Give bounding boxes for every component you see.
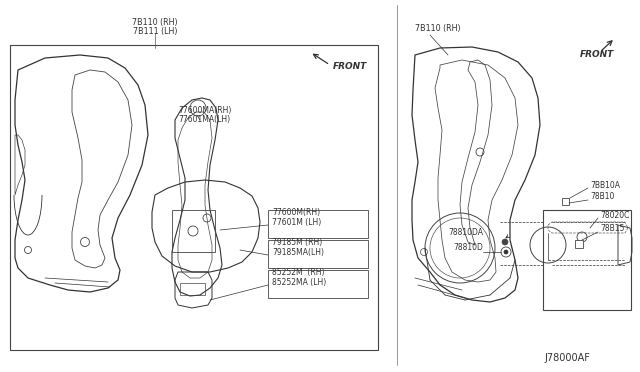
Text: J78000AF: J78000AF <box>544 353 590 363</box>
Text: 7B111 (LH): 7B111 (LH) <box>132 26 177 35</box>
Text: 78B15: 78B15 <box>600 224 625 232</box>
Text: 77601MA(LH): 77601MA(LH) <box>178 115 230 124</box>
Bar <box>575 240 583 248</box>
Text: 7B110 (RH): 7B110 (RH) <box>415 23 461 32</box>
Circle shape <box>502 239 508 245</box>
Bar <box>268 210 368 238</box>
Bar <box>562 198 569 205</box>
Text: 85252MA (LH): 85252MA (LH) <box>272 278 326 286</box>
Text: 77601M (LH): 77601M (LH) <box>272 218 321 227</box>
Text: 79185MA(LH): 79185MA(LH) <box>272 247 324 257</box>
Text: FRONT: FRONT <box>580 50 614 59</box>
Text: FRONT: FRONT <box>333 62 367 71</box>
Bar <box>543 210 631 310</box>
Bar <box>268 270 368 298</box>
Bar <box>268 240 368 268</box>
Text: 78810D: 78810D <box>453 244 483 253</box>
Text: 7BB10A: 7BB10A <box>590 180 620 189</box>
Text: 85252M  (RH): 85252M (RH) <box>272 267 324 276</box>
Text: 77600M(RH): 77600M(RH) <box>272 208 320 217</box>
Text: 79185M (RH): 79185M (RH) <box>272 237 323 247</box>
Text: 7B110 (RH): 7B110 (RH) <box>132 17 178 26</box>
Text: 78B10: 78B10 <box>590 192 614 201</box>
Text: 77600MA(RH): 77600MA(RH) <box>178 106 232 115</box>
Circle shape <box>504 250 508 254</box>
Text: 78810DA: 78810DA <box>448 228 483 237</box>
Bar <box>10 45 378 350</box>
Text: 78020C: 78020C <box>600 211 629 219</box>
